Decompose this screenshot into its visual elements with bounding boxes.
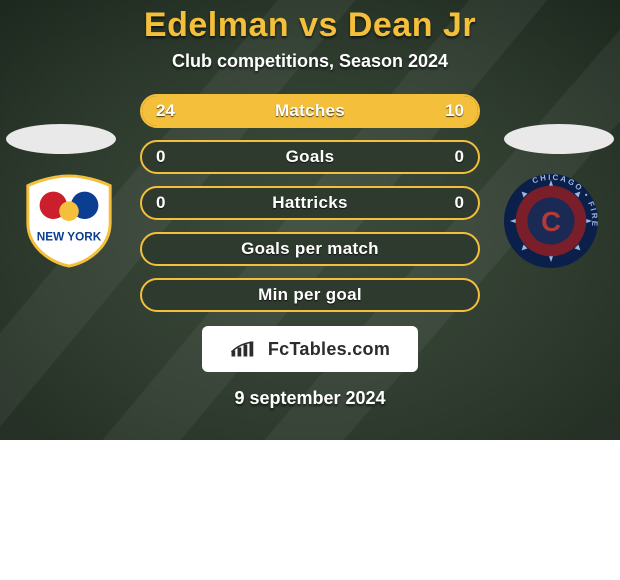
stat-row: Hattricks 0 0	[140, 186, 480, 220]
watermark-text: FcTables.com	[268, 339, 390, 360]
stat-label: Goals per match	[241, 239, 379, 259]
comparison-date: 9 september 2024	[0, 388, 620, 409]
stat-value-left: 24	[156, 101, 175, 121]
stat-value-left: 0	[156, 193, 165, 213]
comparison-title: Edelman vs Dean Jr	[0, 6, 620, 45]
bars-icon	[230, 339, 260, 359]
stat-row: Goals per match	[140, 232, 480, 266]
stat-value-right: 0	[455, 193, 464, 213]
stat-value-left: 0	[156, 147, 165, 167]
blank-area	[0, 440, 620, 580]
player-right-ellipse	[504, 124, 614, 154]
watermark: FcTables.com	[202, 326, 418, 372]
stat-label: Min per goal	[258, 285, 362, 305]
stat-value-right: 10	[445, 101, 464, 121]
svg-text:NEW YORK: NEW YORK	[37, 231, 102, 244]
stat-label: Goals	[286, 147, 335, 167]
stat-value-right: 0	[455, 147, 464, 167]
stat-row: Min per goal	[140, 278, 480, 312]
player-left-ellipse	[6, 124, 116, 154]
comparison-card: Edelman vs Dean Jr Club competitions, Se…	[0, 0, 620, 440]
club-logo-right: C CHICAGO • FIRE	[502, 172, 600, 270]
stat-row: Matches 24 10	[140, 94, 480, 128]
stat-label: Hattricks	[272, 193, 347, 213]
svg-text:C: C	[541, 206, 561, 237]
stat-row: Goals 0 0	[140, 140, 480, 174]
comparison-subtitle: Club competitions, Season 2024	[0, 51, 620, 72]
stat-label: Matches	[275, 101, 345, 121]
club-logo-left: NEW YORK	[20, 172, 118, 270]
